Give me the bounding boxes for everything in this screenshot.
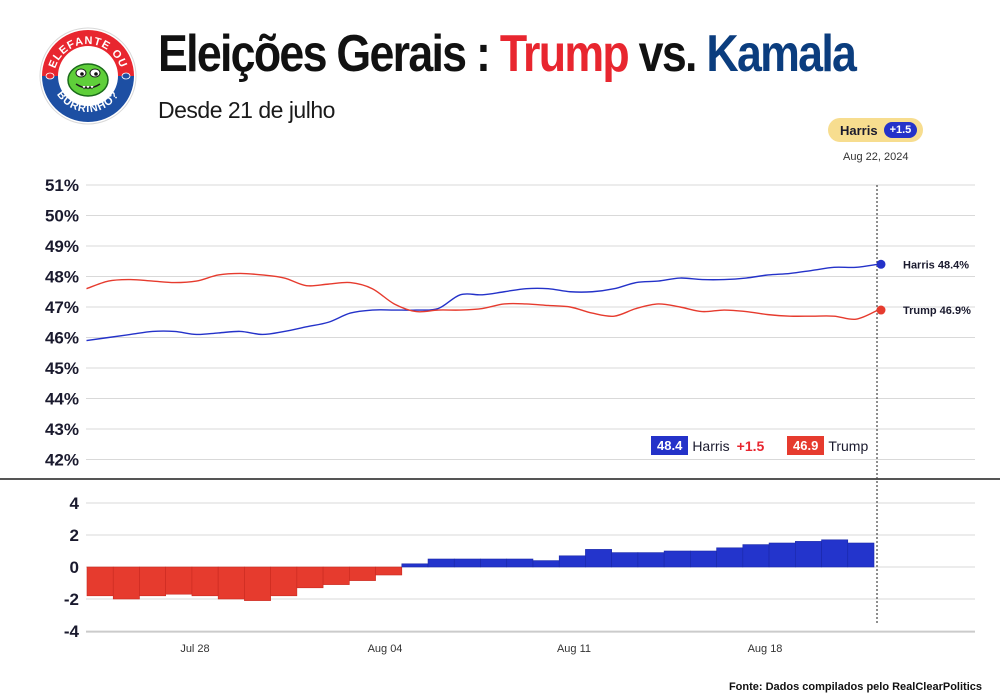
brand-logo: ELEFANTE OU BURRINHO? bbox=[39, 27, 137, 125]
trump-end-label: Trump 46.9% bbox=[903, 305, 971, 317]
y-tick-label: 48% bbox=[45, 268, 79, 287]
spread-y-tick-label: -4 bbox=[64, 622, 80, 641]
spread-bar bbox=[375, 566, 403, 576]
spread-bar bbox=[611, 552, 639, 568]
spread-bar bbox=[191, 566, 219, 597]
spread-bar bbox=[690, 550, 717, 568]
spread-bar bbox=[139, 566, 166, 597]
spread-bar bbox=[112, 566, 140, 600]
spread-bar bbox=[427, 558, 455, 568]
spread-bar bbox=[716, 547, 744, 568]
x-tick-label: Aug 18 bbox=[748, 643, 783, 655]
y-tick-label: 49% bbox=[45, 237, 79, 256]
title-kamala: Kamala bbox=[706, 25, 856, 83]
logo-bottom-band bbox=[42, 76, 134, 122]
spread-bar bbox=[558, 555, 586, 568]
x-tick-label: Aug 04 bbox=[368, 643, 403, 655]
logo-top-band bbox=[42, 30, 134, 76]
spread-bar bbox=[349, 566, 376, 581]
x-tick-label: Jul 28 bbox=[180, 643, 209, 655]
leader-lead: +1.5 bbox=[883, 122, 918, 138]
y-tick-label: 43% bbox=[45, 420, 79, 439]
y-tick-label: 51% bbox=[45, 176, 79, 195]
spread-bar bbox=[480, 558, 508, 568]
spread-bar bbox=[401, 563, 429, 568]
y-tick-label: 42% bbox=[45, 451, 79, 470]
elephant-icon bbox=[45, 72, 55, 80]
y-tick-label: 46% bbox=[45, 329, 79, 348]
spread-bar bbox=[794, 541, 822, 568]
y-tick-label: 47% bbox=[45, 298, 79, 317]
leader-badge: Harris +1.5 bbox=[828, 118, 924, 142]
spread-bar bbox=[270, 566, 298, 597]
spread-bar bbox=[821, 539, 849, 568]
badge-date: Aug 22, 2024 bbox=[843, 151, 909, 163]
spread-bar bbox=[165, 566, 193, 595]
title-trump: Trump bbox=[499, 25, 630, 83]
spread-y-tick-label: 0 bbox=[70, 558, 79, 577]
y-tick-label: 45% bbox=[45, 359, 79, 378]
spread-bar bbox=[585, 549, 612, 568]
spread-bar bbox=[768, 542, 796, 568]
spread-y-tick-label: 2 bbox=[70, 526, 79, 545]
leader-name: Harris bbox=[840, 122, 878, 138]
lizard-icon bbox=[67, 63, 109, 97]
page-subtitle: Desde 21 de julho bbox=[158, 97, 335, 123]
spread-bar bbox=[322, 566, 350, 585]
source-note: Fonte: Dados compilados pelo RealClearPo… bbox=[728, 681, 982, 693]
y-tick-label: 44% bbox=[45, 390, 79, 409]
legend-harris-value: 48.4 bbox=[651, 436, 689, 455]
spread-bar bbox=[506, 558, 534, 568]
y-tick-label: 50% bbox=[45, 207, 79, 226]
page-title: Eleições Gerais : Trump vs. Kamala bbox=[158, 25, 857, 83]
title-vs: vs. bbox=[627, 25, 707, 83]
spread-bar bbox=[244, 566, 271, 601]
harris-endpoint-marker bbox=[876, 259, 886, 269]
spread-bar bbox=[637, 552, 665, 568]
x-tick-label: Aug 11 bbox=[557, 643, 591, 655]
spread-bar bbox=[742, 544, 770, 568]
donkey-icon bbox=[121, 72, 131, 80]
spread-y-tick-label: -2 bbox=[64, 590, 79, 609]
legend-trump-value: 46.9 bbox=[787, 436, 825, 455]
title-prefix: Eleições Gerais : bbox=[158, 25, 500, 83]
spread-bar bbox=[296, 566, 324, 589]
legend-harris-name: Harris bbox=[692, 437, 730, 454]
legend-trump-name: Trump bbox=[828, 437, 869, 454]
legend-harris-lead: +1.5 bbox=[736, 437, 765, 454]
spread-bar bbox=[847, 542, 875, 568]
spread-bar bbox=[453, 558, 481, 568]
legend-trump: 46.9 Trump bbox=[787, 436, 868, 455]
spread-bar bbox=[217, 566, 245, 600]
spread-bar bbox=[86, 566, 114, 597]
trump-endpoint-marker bbox=[876, 305, 886, 315]
spread-bar bbox=[663, 550, 691, 568]
spread-y-tick-label: 4 bbox=[70, 494, 80, 513]
trump-series-line bbox=[86, 272, 879, 321]
legend-harris: 48.4 Harris +1.5 bbox=[651, 436, 764, 455]
harris-end-label: Harris 48.4% bbox=[903, 259, 969, 271]
harris-series-line bbox=[86, 263, 879, 342]
spread-bar bbox=[532, 560, 560, 568]
